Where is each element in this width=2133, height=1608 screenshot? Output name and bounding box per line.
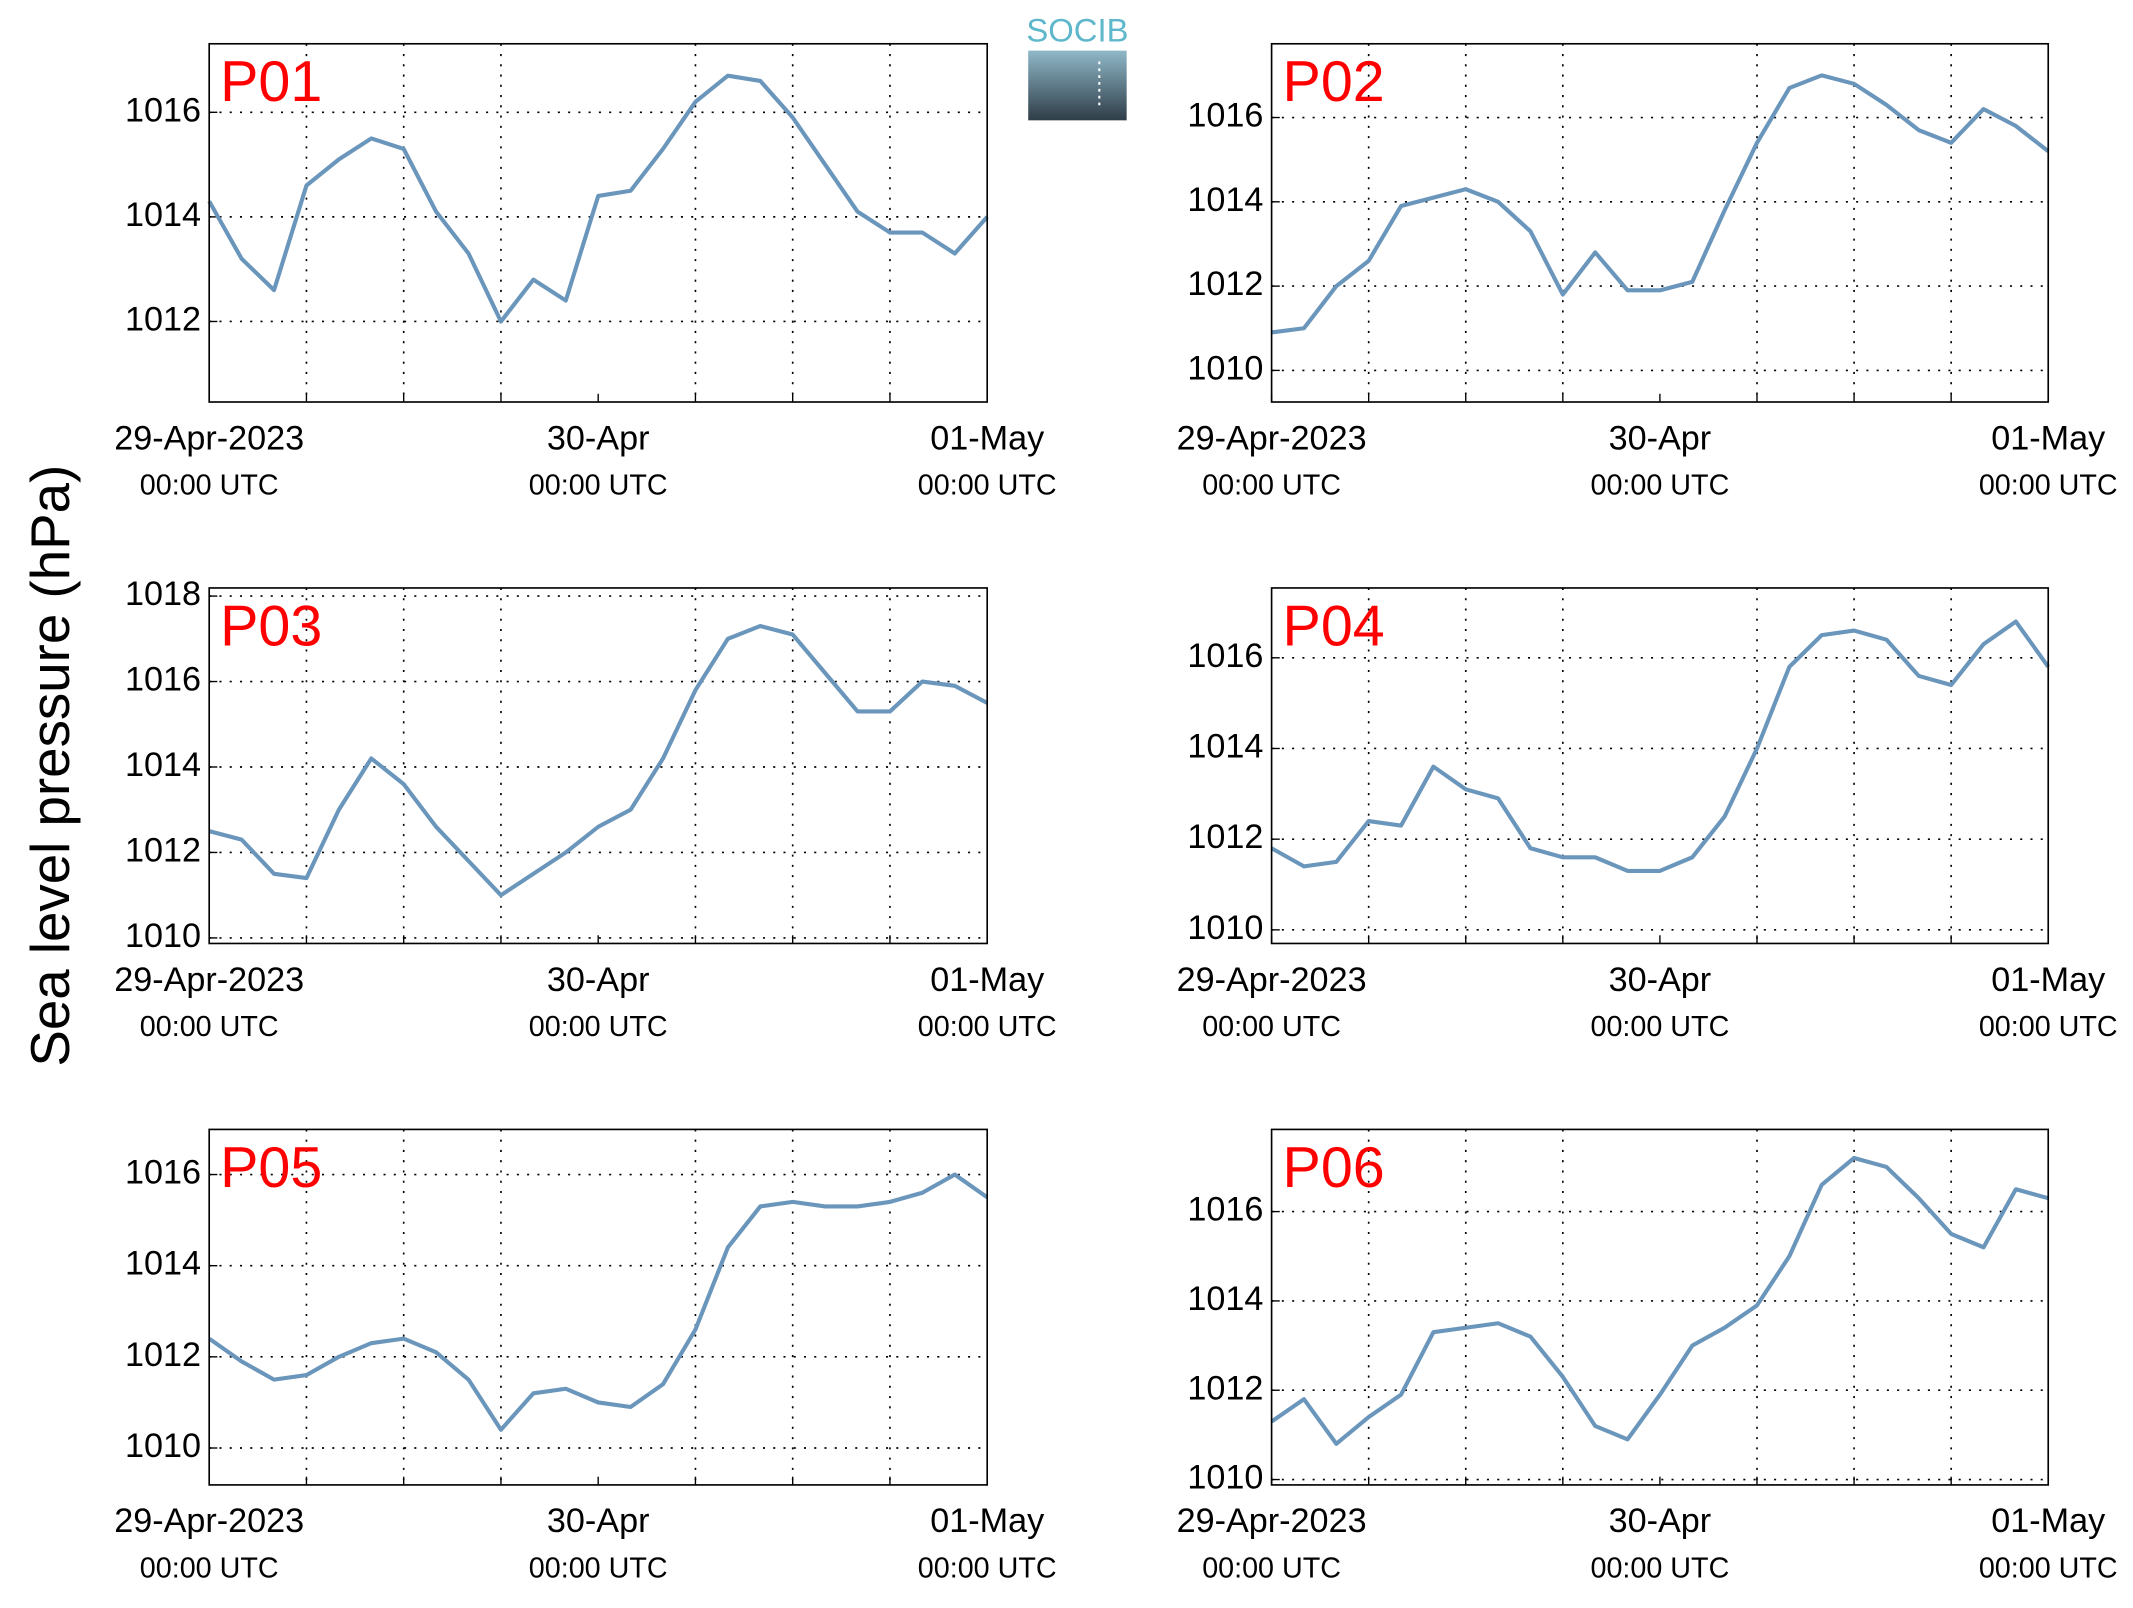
x-tick-sublabel: 00:00 UTC	[140, 1011, 279, 1043]
plot-frame	[208, 42, 989, 403]
plot-area	[1271, 587, 2049, 944]
y-tick-label: 1014	[125, 196, 201, 234]
y-tick-label: 1012	[1187, 265, 1263, 303]
subplot: 1010 1012 1014 1016 29-Apr-2023 00:00 UTC 30-A…	[114, 1128, 1057, 1584]
logo: SOCIB	[1026, 12, 1128, 121]
x-tick-label: 29-Apr-2023	[1177, 961, 1367, 999]
x-tick-label: 30-Apr	[547, 419, 650, 457]
subplot: 1010 1012 1014 1016 29-Apr-2023 00:00 UTC 30-A…	[1177, 1128, 2118, 1584]
x-tick-sublabel: 00:00 UTC	[918, 1552, 1057, 1584]
y-tick-label: 1010	[1187, 909, 1263, 947]
y-tick-label: 1014	[1187, 1280, 1263, 1318]
x-tick-sublabel: 00:00 UTC	[1591, 469, 1730, 501]
plot-frame	[1270, 587, 2050, 945]
plot-area	[1271, 1129, 2049, 1485]
y-tick-label: 1016	[1187, 1191, 1263, 1229]
subplot: 1010 1012 1014 1016 29-Apr-2023 00:00 UTC 30-A…	[1177, 587, 2118, 1043]
y-tick-label: 1010	[1187, 1459, 1263, 1497]
x-tick-label: 29-Apr-2023	[114, 961, 304, 999]
y-tick-label: 1012	[1187, 1369, 1263, 1407]
data-line	[1271, 73, 2050, 335]
plot-frame	[208, 1128, 989, 1486]
y-tick-label: 1014	[1187, 728, 1263, 766]
y-tick-label: 1014	[125, 746, 201, 784]
y-tick-label: 1016	[125, 91, 201, 129]
logo-text: SOCIB	[1026, 12, 1128, 49]
y-tick-label: 1010	[125, 1427, 201, 1465]
y-tick-label: 1016	[1187, 637, 1263, 675]
x-tick-label: 01-May	[930, 961, 1045, 999]
plot-area	[209, 43, 988, 403]
y-tick-label: 1014	[1187, 181, 1263, 219]
x-tick-sublabel: 00:00 UTC	[1979, 469, 2118, 501]
x-tick-sublabel: 00:00 UTC	[918, 1011, 1057, 1043]
x-tick-sublabel: 00:00 UTC	[140, 469, 279, 501]
data-line	[207, 73, 989, 324]
data-line	[1270, 1155, 2049, 1446]
data-line	[208, 623, 989, 898]
x-tick-label: 01-May	[1991, 419, 2106, 457]
x-tick-sublabel: 00:00 UTC	[1202, 469, 1341, 501]
x-tick-sublabel: 00:00 UTC	[1591, 1552, 1730, 1584]
subplot: 1010 1012 1014 1016 1018 29-Apr-2023 00:00 UTC…	[114, 575, 1056, 1043]
x-tick-sublabel: 00:00 UTC	[529, 469, 668, 501]
subplot-title: P02	[1283, 50, 1385, 114]
x-tick-label: 29-Apr-2023	[1177, 419, 1367, 457]
x-tick-sublabel: 00:00 UTC	[1202, 1552, 1341, 1584]
x-tick-label: 30-Apr	[1609, 419, 1712, 457]
x-tick-label: 30-Apr	[1609, 961, 1712, 999]
x-tick-label: 30-Apr	[1609, 1502, 1712, 1540]
y-tick-label: 1012	[125, 831, 201, 869]
x-tick-sublabel: 00:00 UTC	[1979, 1011, 2118, 1043]
subplot-title: P01	[220, 50, 322, 114]
x-tick-sublabel: 00:00 UTC	[529, 1552, 668, 1584]
subplot-title: P05	[220, 1136, 322, 1200]
logo-image	[1028, 50, 1127, 121]
x-tick-sublabel: 00:00 UTC	[1591, 1011, 1730, 1043]
x-tick-sublabel: 00:00 UTC	[140, 1552, 279, 1584]
plot-frame	[1270, 1128, 2050, 1486]
y-tick-label: 1012	[125, 1336, 201, 1374]
x-tick-sublabel: 00:00 UTC	[529, 1011, 668, 1043]
x-tick-label: 30-Apr	[547, 961, 650, 999]
plot-area	[209, 587, 988, 944]
x-tick-label: 01-May	[930, 1502, 1045, 1540]
x-tick-label: 29-Apr-2023	[114, 1502, 304, 1540]
subplot: 1010 1012 1014 1016 29-Apr-2023 00:00 UTC 30-A…	[1177, 42, 2118, 501]
data-line	[208, 1172, 989, 1432]
y-axis-label: Sea level pressure (hPa)	[19, 465, 81, 1067]
subplot-title: P04	[1283, 594, 1385, 658]
plot-frame	[1270, 42, 2050, 403]
x-tick-sublabel: 00:00 UTC	[1202, 1011, 1341, 1043]
x-tick-sublabel: 00:00 UTC	[1979, 1552, 2118, 1584]
x-tick-label: 29-Apr-2023	[114, 419, 304, 457]
x-tick-label: 30-Apr	[547, 1502, 650, 1540]
y-tick-label: 1010	[1187, 349, 1263, 387]
y-tick-label: 1012	[125, 301, 201, 339]
subplot: 1012 1014 1016 29-Apr-2023 00:00 UTC 30-Apr 00…	[114, 42, 1057, 501]
plot-frame	[208, 587, 989, 945]
x-tick-label: 01-May	[1991, 1502, 2106, 1540]
data-line	[1270, 619, 2050, 873]
plot-area	[1271, 43, 2049, 403]
x-tick-label: 29-Apr-2023	[1177, 1502, 1367, 1540]
y-tick-label: 1018	[125, 575, 201, 613]
y-tick-label: 1016	[125, 661, 201, 699]
x-tick-label: 01-May	[1991, 961, 2106, 999]
y-tick-label: 1016	[1187, 97, 1263, 135]
plot-area	[209, 1129, 988, 1485]
x-tick-label: 01-May	[930, 419, 1045, 457]
y-tick-label: 1010	[125, 917, 201, 955]
x-tick-sublabel: 00:00 UTC	[918, 469, 1057, 501]
y-tick-label: 1016	[125, 1154, 201, 1192]
y-tick-label: 1014	[125, 1245, 201, 1283]
y-tick-label: 1012	[1187, 818, 1263, 856]
subplot-title: P06	[1283, 1136, 1385, 1200]
subplot-title: P03	[220, 594, 322, 658]
